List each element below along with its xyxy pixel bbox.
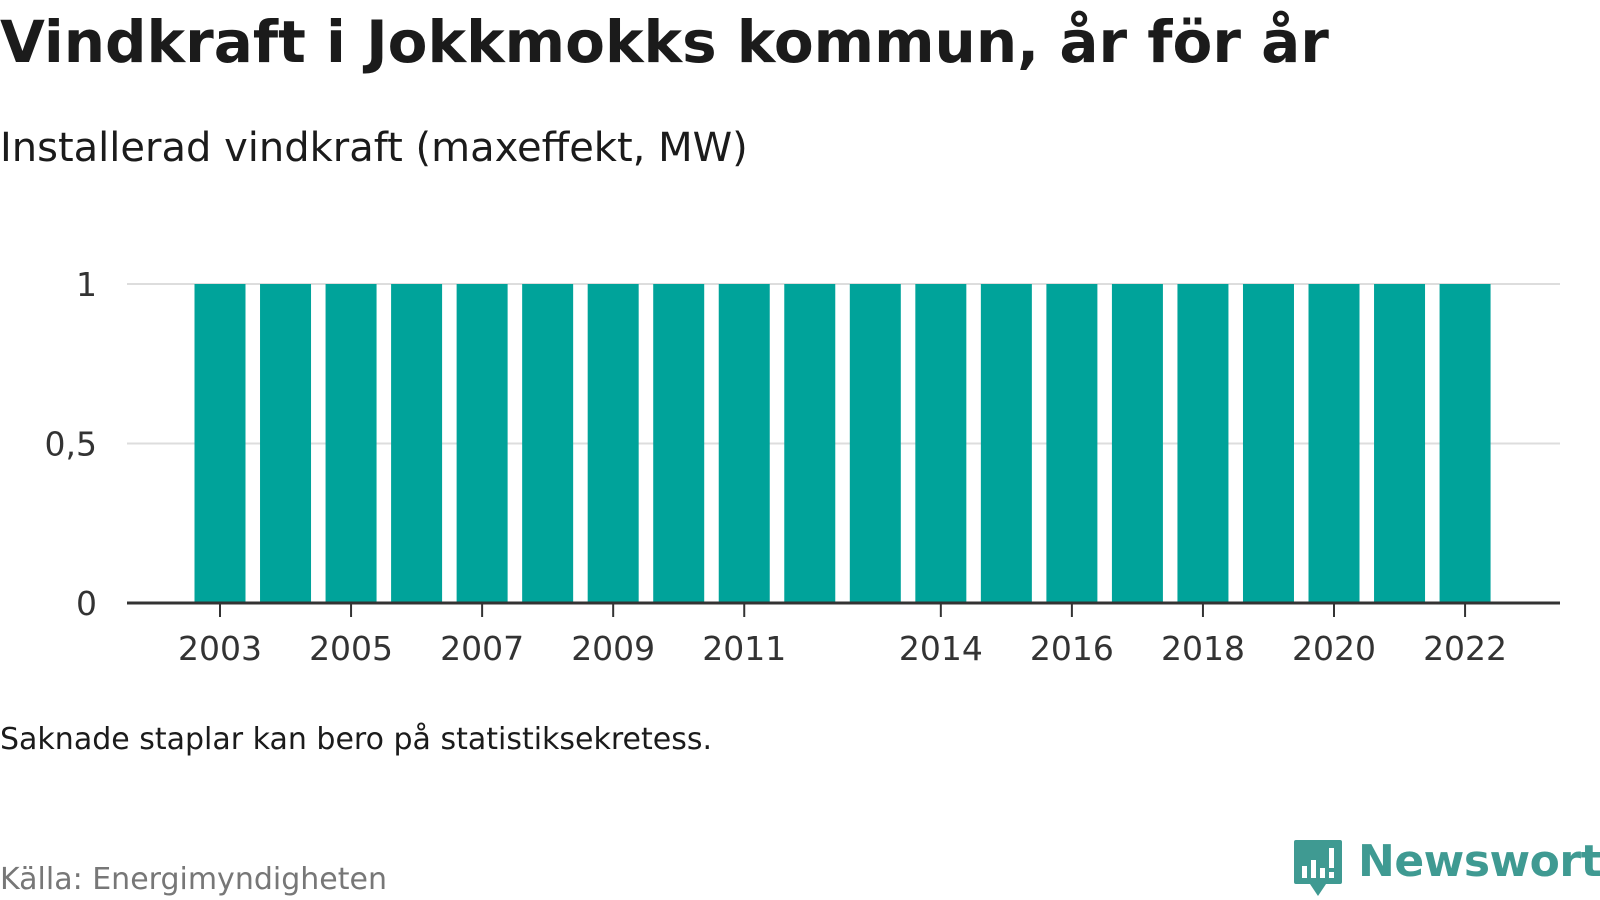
x-tick-label: 2005 <box>309 629 393 668</box>
y-tick-label: 0 <box>76 584 97 623</box>
y-tick-label: 0,5 <box>45 425 97 464</box>
bar <box>784 284 836 603</box>
bar <box>1111 284 1163 603</box>
bars <box>194 284 1491 603</box>
bar <box>391 284 443 603</box>
bar <box>1177 284 1229 603</box>
x-tick-label: 2022 <box>1423 629 1507 668</box>
bar <box>587 284 639 603</box>
chart-title: Vindkraft i Jokkmokks kommun, år för år <box>0 8 1329 76</box>
newsworthy-logo-icon <box>1294 840 1342 896</box>
bar <box>456 284 508 603</box>
brand-logo: Newsworthy <box>1292 836 1600 900</box>
x-axis <box>127 601 1560 617</box>
x-tick-label: 2007 <box>440 629 524 668</box>
bar <box>194 284 246 603</box>
bar <box>1046 284 1098 603</box>
x-tick-label: 2009 <box>571 629 655 668</box>
bar <box>915 284 967 603</box>
bar <box>1439 284 1491 603</box>
x-tick-label: 2020 <box>1292 629 1376 668</box>
bar <box>522 284 574 603</box>
x-tick-label: 2018 <box>1161 629 1245 668</box>
chart-subtitle: Installerad vindkraft (maxeffekt, MW) <box>0 125 748 171</box>
brand-name: Newsworthy <box>1358 836 1600 887</box>
bar <box>1374 284 1426 603</box>
footnote: Saknade staplar kan bero på statistiksek… <box>0 722 713 757</box>
x-tick-label: 2003 <box>178 629 262 668</box>
bar <box>653 284 705 603</box>
bar <box>325 284 377 603</box>
x-tick-label: 2016 <box>1030 629 1114 668</box>
x-tick-label: 2011 <box>702 629 786 668</box>
bar <box>1308 284 1360 603</box>
bar <box>260 284 312 603</box>
y-tick-label: 1 <box>76 265 97 304</box>
x-axis-labels: 2003 2005 2007 2009 2011 2014 2016 2018 2020 2022 <box>178 629 1507 668</box>
y-axis-labels: 00,51 <box>45 265 97 623</box>
bar <box>849 284 901 603</box>
bar <box>1242 284 1294 603</box>
bar <box>718 284 770 603</box>
source-credit: Källa: Energimyndigheten <box>0 862 387 897</box>
x-tick-label: 2014 <box>899 629 983 668</box>
bar <box>980 284 1032 603</box>
